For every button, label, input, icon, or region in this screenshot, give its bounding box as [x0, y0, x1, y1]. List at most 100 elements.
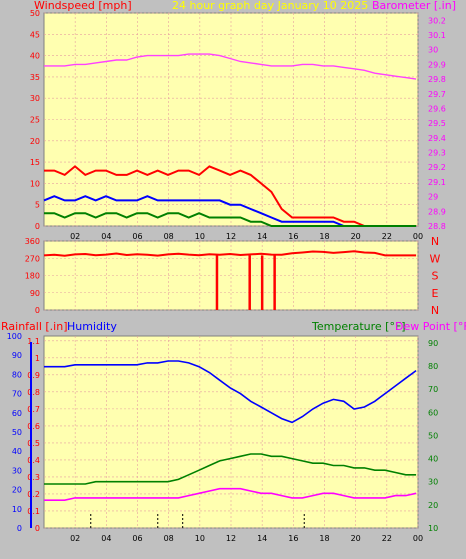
direction-degree-ticks: 0 90 180 270 360	[25, 237, 40, 315]
humidity-title: Humidity	[67, 320, 117, 333]
humidity-y-tick-80: 80	[12, 370, 22, 379]
baro-y-tick-28.8: 28.8	[428, 222, 446, 231]
wind-y-tick-15: 15	[30, 158, 40, 167]
wind-title: Windspeed [mph]	[34, 0, 132, 12]
humidity-y-tick-40: 40	[12, 447, 22, 456]
series-humidity-line	[44, 360, 417, 424]
wind-time-axis: 02 04 06 08 10 12 14 16 18 20 22 00	[70, 232, 423, 241]
wind-x-tick-02: 02	[70, 232, 80, 241]
baro-y-tick-29.4: 29.4	[428, 134, 446, 143]
temp-y-tick-10: 10	[428, 524, 438, 533]
baro-y-tick-29.3: 29.3	[428, 149, 446, 158]
wind-x-tick-06: 06	[132, 232, 142, 241]
humidity-time-axis: 02 04 06 08 10 12 14 16 18 20 22 00	[70, 534, 423, 543]
rain-y-tick-0.3: 0.3	[27, 473, 40, 482]
temp-y-tick-30: 30	[428, 478, 438, 487]
baro-y-tick-29.1: 29.1	[428, 178, 446, 187]
rain-title: Rainfall [.in]	[1, 320, 68, 333]
rain-y-tick-0.5: 0.5	[27, 439, 40, 448]
rain-y-tick-0.8: 0.8	[27, 388, 40, 397]
wind-y-tick-45: 45	[30, 30, 40, 39]
wind-y-tick-25: 25	[30, 116, 40, 125]
humidity-y-tick-10: 10	[12, 505, 22, 514]
humidity-y-tick-90: 90	[12, 351, 22, 360]
temp-title: Temperature [°F]	[311, 320, 406, 333]
baro-y-tick-29: 29	[428, 193, 438, 202]
compass-label-N: N	[431, 235, 439, 248]
direction-y-tick-0: 0	[35, 306, 40, 315]
graph-title: 24 hour graph day January 10 2025	[172, 0, 368, 12]
series-barometer-line	[44, 53, 417, 80]
rain-y-tick-0.6: 0.6	[27, 422, 40, 431]
rain-y-tick-0.2: 0.2	[27, 490, 40, 499]
humidity-panel-grid	[44, 336, 419, 529]
rain-y-tick-0: 0	[35, 524, 40, 533]
direction-y-tick-90: 90	[30, 289, 40, 298]
humidity-x-tick-00: 00	[413, 534, 423, 543]
baro-y-tick-29.6: 29.6	[428, 104, 446, 113]
direction-y-tick-270: 270	[25, 254, 40, 263]
baro-y-tick-30.2: 30.2	[428, 16, 446, 25]
humidity-y-tick-20: 20	[12, 486, 22, 495]
series-low-line	[44, 212, 417, 227]
rain-y-tick-0.1: 0.1	[27, 507, 40, 516]
wind-x-tick-18: 18	[319, 232, 329, 241]
temp-y-tick-90: 90	[428, 339, 438, 348]
temp-y-tick-40: 40	[428, 455, 438, 464]
humidity-panel-series	[44, 360, 417, 528]
humidity-y-tick-100: 100	[7, 332, 22, 341]
humidity-x-tick-14: 14	[257, 534, 267, 543]
temp-y-tick-80: 80	[428, 362, 438, 371]
wind-y-tick-5: 5	[35, 201, 40, 210]
baro-y-tick-29.5: 29.5	[428, 119, 446, 128]
direction-panel-series	[43, 250, 417, 310]
temp-axis-ticks: 10 20 30 40 50 60 70 80 90	[428, 339, 438, 533]
wind-y-tick-10: 10	[30, 179, 40, 188]
baro-y-tick-29.8: 29.8	[428, 75, 446, 84]
humidity-y-tick-0: 0	[17, 524, 22, 533]
rain-y-tick-0.7: 0.7	[27, 405, 40, 414]
baro-axis-ticks: 28.8 28.9 29 29.1 29.2 29.3 29.4 29.5 29.6 29.7 29…	[428, 16, 446, 231]
humidity-y-tick-60: 60	[12, 409, 22, 418]
wind-x-tick-10: 10	[195, 232, 205, 241]
wind-x-tick-12: 12	[226, 232, 236, 241]
series-temperature-line	[44, 453, 417, 485]
wind-y-tick-30: 30	[30, 94, 40, 103]
wind-y-tick-40: 40	[30, 52, 40, 61]
wind-x-tick-22: 22	[382, 232, 392, 241]
wind-x-tick-20: 20	[351, 232, 361, 241]
rain-axis-ticks: 0 0.1 0.2 0.3 0.4 0.5 0.6 0.7 0.8 0.9 1 1.1	[27, 337, 40, 533]
compass-label-S: S	[432, 270, 439, 283]
wind-panel-series	[43, 53, 417, 227]
compass-label-E: E	[432, 287, 439, 300]
humidity-x-tick-04: 04	[101, 534, 111, 543]
humidity-x-tick-06: 06	[132, 534, 142, 543]
series-direction-line	[43, 250, 417, 257]
humidity-y-tick-30: 30	[12, 466, 22, 475]
wind-panel-grid	[44, 12, 419, 227]
humidity-x-tick-22: 22	[382, 534, 392, 543]
wind-x-tick-04: 04	[101, 232, 111, 241]
rain-y-tick-1: 1	[35, 354, 40, 363]
direction-y-tick-180: 180	[25, 272, 40, 281]
temp-y-tick-50: 50	[428, 431, 438, 440]
humidity-x-tick-16: 16	[288, 534, 298, 543]
wind-y-tick-35: 35	[30, 73, 40, 82]
wind-y-tick-20: 20	[30, 137, 40, 146]
baro-y-tick-29.9: 29.9	[428, 60, 446, 69]
baro-y-tick-30.1: 30.1	[428, 31, 446, 40]
humidity-x-tick-18: 18	[319, 534, 329, 543]
humidity-x-tick-10: 10	[195, 534, 205, 543]
humidity-x-tick-12: 12	[226, 534, 236, 543]
humidity-y-tick-70: 70	[12, 390, 22, 399]
rain-y-tick-1.1: 1.1	[27, 337, 40, 346]
wind-x-tick-08: 08	[164, 232, 174, 241]
rain-y-tick-0.4: 0.4	[27, 456, 40, 465]
baro-title: Barometer [.in]	[372, 0, 456, 12]
wind-y-tick-0: 0	[35, 222, 40, 231]
rain-y-tick-0.9: 0.9	[27, 371, 40, 380]
wind-axis-ticks: 0 5 10 15 20 25 30 35 40 45 50	[30, 9, 40, 231]
